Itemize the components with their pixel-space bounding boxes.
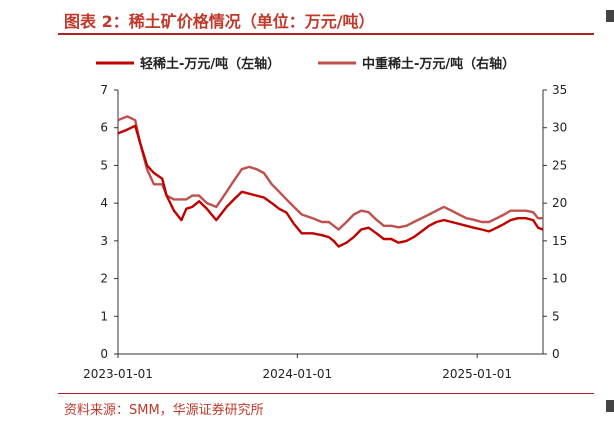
title-rule — [58, 33, 594, 35]
left-axis-tick-label: 6 — [100, 121, 108, 135]
left-axis-tick-label: 0 — [100, 347, 108, 361]
right-axis-tick-label: 10 — [552, 272, 567, 286]
left-axis-tick-label: 1 — [100, 309, 108, 323]
x-axis-tick-label: 2024-01-01 — [262, 367, 332, 381]
x-axis-tick-label: 2023-01-01 — [83, 367, 153, 381]
right-axis-tick-label: 5 — [552, 309, 560, 323]
source-rule — [58, 393, 594, 394]
price-chart: 轻稀土-万元/吨（左轴） 中重稀土-万元/吨（右轴） 0 1 2 3 4 5 6 7 0 5 10 15… — [83, 56, 567, 381]
legend-label: 中重稀土-万元/吨（右轴） — [362, 56, 515, 72]
right-axis-tick-label: 15 — [552, 234, 567, 248]
left-axis-tick-label: 4 — [100, 196, 108, 210]
right-axis-tick-label: 20 — [552, 196, 567, 210]
right-axis-tick-label: 0 — [552, 347, 560, 361]
series-lines — [117, 115, 544, 248]
legend: 轻稀土-万元/吨（左轴） 中重稀土-万元/吨（右轴） — [96, 56, 515, 72]
page-edge-mark-bottom — [606, 400, 614, 412]
x-axis-tick-label: 2025-01-01 — [442, 367, 512, 381]
axes: 0 1 2 3 4 5 6 7 0 5 10 15 20 25 30 35 2023-01-01 2024-01-… — [83, 83, 567, 381]
source-note: 资料来源：SMM，华源证券研究所 — [64, 403, 264, 418]
left-axis-tick-label: 2 — [100, 272, 108, 286]
left-axis-tick-label: 5 — [100, 158, 108, 172]
right-axis-tick-label: 35 — [552, 83, 567, 97]
right-axis-tick-label: 30 — [552, 121, 567, 135]
figure-title: 图表 2：稀土矿价格情况（单位：万元/吨） — [64, 12, 375, 31]
page-edge-mark-top — [606, 10, 614, 22]
series-line-heavy-rare-earth — [117, 115, 543, 231]
left-axis-tick-label: 3 — [100, 234, 108, 248]
right-axis-tick-label: 25 — [552, 158, 567, 172]
legend-label: 轻稀土-万元/吨（左轴） — [140, 56, 280, 72]
series-line-light-rare-earth — [117, 124, 544, 248]
left-axis-tick-label: 7 — [100, 83, 108, 97]
